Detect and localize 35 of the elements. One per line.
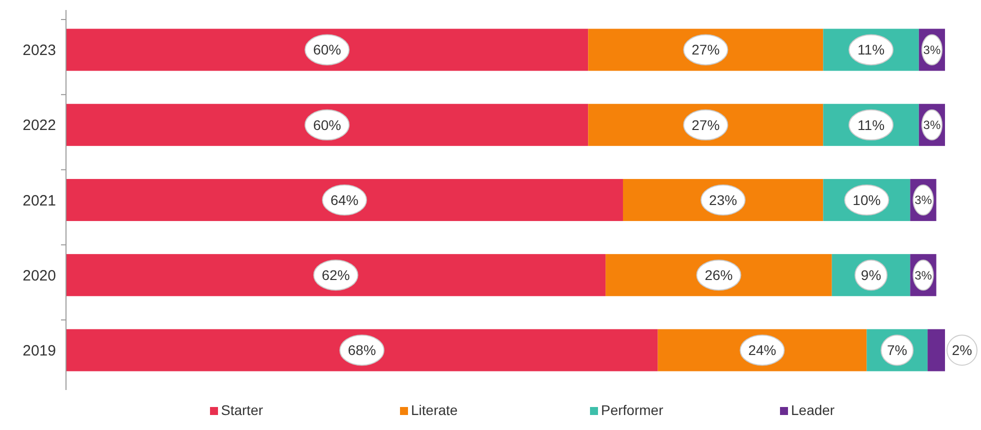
data-label: 2%: [952, 342, 972, 358]
legend-label: Literate: [411, 402, 458, 418]
data-label: 60%: [313, 116, 342, 133]
bar: [66, 254, 606, 296]
data-label: 23%: [709, 192, 738, 208]
bar: [66, 329, 658, 372]
y-tick-label: 2021: [22, 192, 56, 210]
legend-label: Performer: [601, 402, 664, 418]
data-label: 26%: [704, 267, 733, 283]
bar: [66, 104, 588, 146]
y-tick-label: 2020: [22, 267, 56, 284]
y-tick-label: 2023: [22, 42, 56, 60]
data-label: 11%: [858, 116, 885, 133]
bar: [66, 178, 623, 222]
data-label: 7%: [887, 342, 908, 358]
data-label: 27%: [692, 42, 720, 58]
data-label: 3%: [923, 118, 941, 132]
bar: [928, 329, 945, 372]
data-label: 64%: [330, 192, 359, 208]
data-label: 3%: [923, 43, 941, 57]
data-label: 3%: [914, 268, 932, 282]
data-label: 9%: [860, 267, 882, 283]
legend-label: Leader: [791, 402, 835, 418]
data-label: 68%: [348, 342, 376, 358]
data-label: 62%: [322, 267, 350, 283]
data-label: 60%: [313, 42, 342, 58]
data-label: 27%: [692, 116, 720, 133]
legend-label: Starter: [221, 402, 264, 418]
bar: [66, 28, 588, 71]
data-label: 24%: [748, 342, 776, 358]
y-tick-label: 2022: [22, 117, 56, 134]
y-tick-label: 2019: [22, 342, 56, 360]
data-label: 11%: [858, 42, 885, 58]
data-label: 3%: [914, 193, 932, 208]
data-label: 10%: [852, 192, 881, 208]
